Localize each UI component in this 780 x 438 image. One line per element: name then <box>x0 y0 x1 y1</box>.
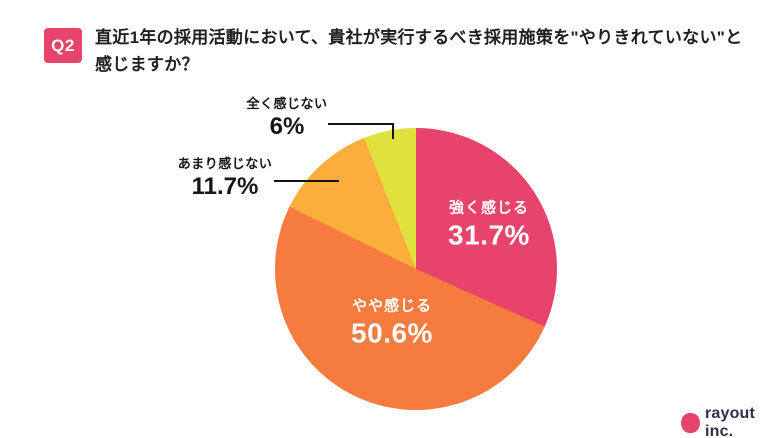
slice-name: 全く感じない <box>246 96 328 111</box>
slice-percentage: 50.6% <box>351 317 433 349</box>
slice-label-not-at-all: 全く感じない 6% <box>246 93 327 141</box>
pie-chart <box>275 128 557 410</box>
slice-percentage: 31.7% <box>448 219 530 251</box>
slice-percentage: 6% <box>269 113 305 140</box>
slice-name: あまり感じない <box>177 156 273 171</box>
question-title-line1: 直近1年の採用活動において、貴社が実行するべき採用施策を"やりきれていない"と <box>95 28 743 47</box>
question-badge-label: Q2 <box>51 35 75 55</box>
company-logo: rayout inc. <box>681 405 780 438</box>
slice-name: やや感じる <box>351 297 432 315</box>
slice-label-hardly-feel: あまり感じない 11.7% <box>178 153 273 201</box>
slice-label-strongly-feel: 強く感じる 31.7% <box>448 197 530 252</box>
slice-percentage: 11.7% <box>191 173 259 200</box>
leader-line-hardly-feel <box>274 180 339 182</box>
question-title: 直近1年の採用活動において、貴社が実行するべき採用施策を"やりきれていない"と … <box>95 24 760 78</box>
leader-line-not-at-all-horizontal <box>328 123 394 125</box>
question-title-line2: 感じますか？ <box>95 55 199 74</box>
rayout-logo-text: rayout inc. <box>704 405 756 438</box>
slice-name: 強く感じる <box>448 199 529 217</box>
rayout-logo-icon <box>681 413 700 433</box>
leader-line-not-at-all-vertical <box>392 123 394 139</box>
slice-label-somewhat-feel: やや感じる 50.6% <box>351 295 433 350</box>
question-badge: Q2 <box>44 28 82 63</box>
